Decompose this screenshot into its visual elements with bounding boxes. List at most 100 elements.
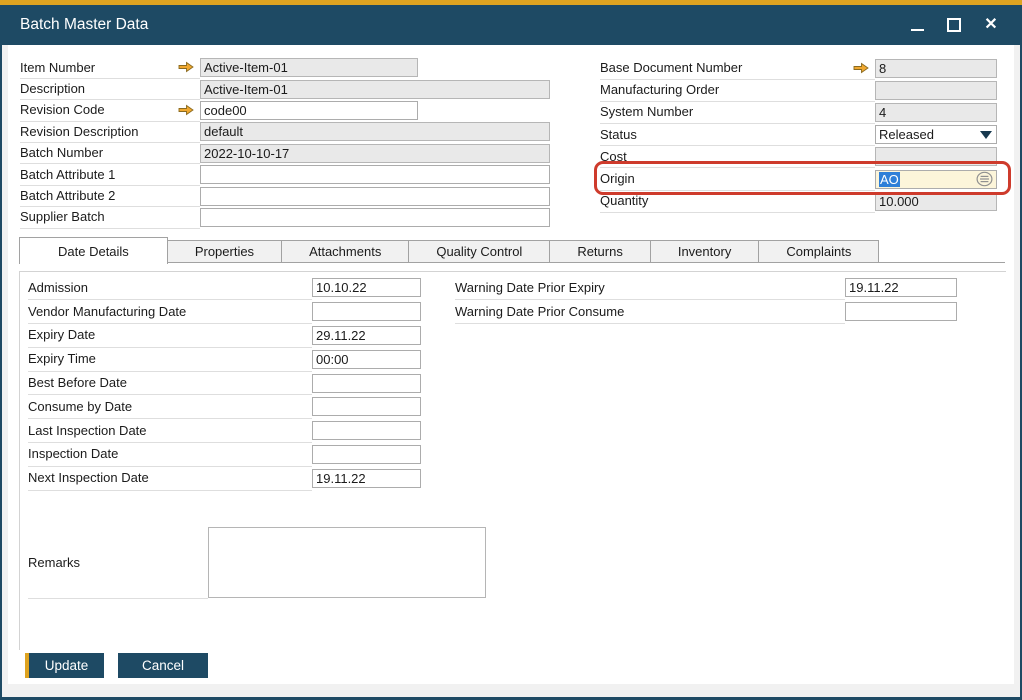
tab-complaints[interactable]: Complaints xyxy=(758,240,880,263)
batch-number-field: 2022-10-10-17 xyxy=(200,143,550,163)
base-document-number-field: 8 xyxy=(875,58,997,78)
item-number-field: Active-Item-01 xyxy=(200,58,418,78)
field-value: Active-Item-01 xyxy=(204,81,288,97)
field-label-text: Batch Attribute 2 xyxy=(20,188,116,204)
maximize-icon xyxy=(947,18,961,32)
remarks-textarea[interactable] xyxy=(208,527,486,598)
window-status-strip xyxy=(2,683,1020,697)
best-before-date-label: Best Before Date xyxy=(28,371,312,396)
update-button[interactable]: Update xyxy=(25,653,104,678)
tab-properties[interactable]: Properties xyxy=(166,240,283,263)
dropdown-caret-icon[interactable] xyxy=(980,130,992,139)
consume-by-date-field[interactable] xyxy=(312,397,421,417)
link-arrow-icon[interactable] xyxy=(853,62,869,73)
revision-code-label: Revision Code xyxy=(20,99,200,122)
batch-attribute-2-label: Batch Attribute 2 xyxy=(20,185,200,208)
field-row-item-number: Item Number Active-Item-01 xyxy=(20,57,550,79)
window-controls: ✕ xyxy=(908,16,1000,34)
origin-label: Origin xyxy=(600,167,875,191)
field-value: Active-Item-01 xyxy=(204,60,288,76)
close-icon: ✕ xyxy=(984,16,998,33)
last-inspection-date-field[interactable] xyxy=(312,421,421,441)
header-fields-left-column: Item Number Active-Item-01 Description Acti… xyxy=(20,57,550,229)
supplier-batch-label: Supplier Batch xyxy=(20,206,200,229)
admission-field[interactable]: 10.10.22 xyxy=(312,278,421,298)
date-details-right-column: Warning Date Prior Expiry 19.11.22 Warning… xyxy=(455,276,957,325)
field-row-system-number: System Number 4 xyxy=(600,101,997,125)
footer-buttons: Update Cancel xyxy=(25,653,208,678)
expiry-time-field[interactable]: 00:00 xyxy=(312,349,421,369)
field-label-text: Description xyxy=(20,81,86,97)
cost-field xyxy=(875,147,997,167)
link-arrow-icon[interactable] xyxy=(178,104,194,116)
inspection-date-field[interactable] xyxy=(312,444,421,464)
tab-inventory[interactable]: Inventory xyxy=(649,240,760,263)
revision-description-label: Revision Description xyxy=(20,121,200,144)
vendor-manufacturing-date-label: Vendor Manufacturing Date xyxy=(28,299,312,325)
tab-attachments[interactable]: Attachments xyxy=(281,240,410,263)
field-row-batch-attribute-1: Batch Attribute 1 xyxy=(20,164,550,186)
best-before-date-field[interactable] xyxy=(312,373,421,393)
warning-date-prior-consume-field[interactable] xyxy=(845,302,957,322)
remarks-row: Remarks xyxy=(28,527,486,599)
inspection-date-label: Inspection Date xyxy=(28,442,312,467)
tab-strip: Date Details Properties Attachments Quality… xyxy=(19,237,880,264)
selected-text: AO xyxy=(879,171,900,187)
field-row-manufacturing-order: Manufacturing Order xyxy=(600,79,997,102)
field-label-text: Admission xyxy=(28,279,88,295)
field-row-warning-date-prior-expiry: Warning Date Prior Expiry 19.11.22 xyxy=(455,276,957,301)
revision-code-field[interactable]: code00 xyxy=(200,100,418,120)
batch-number-label: Batch Number xyxy=(20,142,200,165)
field-value: 29.11.22 xyxy=(316,327,366,343)
field-label-text: Expiry Date xyxy=(28,327,96,343)
header-fields-right-column: Base Document Number 8 Manufacturing Order… xyxy=(600,57,997,213)
system-number-field: 4 xyxy=(875,102,997,122)
consume-by-date-label: Consume by Date xyxy=(28,394,312,420)
expiry-date-field[interactable]: 29.11.22 xyxy=(312,325,421,345)
field-label-text: Consume by Date xyxy=(28,398,133,414)
field-row-revision-description: Revision Description default xyxy=(20,121,550,144)
field-value: 19.11.22 xyxy=(849,280,899,296)
warning-date-prior-expiry-field[interactable]: 19.11.22 xyxy=(845,278,957,298)
title-bar: Batch Master Data ✕ xyxy=(0,5,1022,45)
field-label-text: Revision Code xyxy=(20,102,105,118)
next-inspection-date-field[interactable]: 19.11.22 xyxy=(312,468,421,488)
link-arrow-icon[interactable] xyxy=(178,61,194,73)
close-button[interactable]: ✕ xyxy=(982,16,1000,34)
field-row-supplier-batch: Supplier Batch xyxy=(20,206,550,229)
status-label: Status xyxy=(600,123,875,147)
field-label-text: Base Document Number xyxy=(600,60,743,76)
tab-quality-control[interactable]: Quality Control xyxy=(408,240,551,263)
field-value: code00 xyxy=(204,102,247,118)
field-value: 19.11.22 xyxy=(316,470,366,486)
supplier-batch-field[interactable] xyxy=(200,207,550,227)
field-row-next-inspection-date: Next Inspection Date 19.11.22 xyxy=(28,466,421,491)
expiry-date-label: Expiry Date xyxy=(28,323,312,348)
field-row-cost: Cost xyxy=(600,146,997,169)
window-frame-right xyxy=(1014,45,1020,697)
vendor-manufacturing-date-field[interactable] xyxy=(312,302,421,322)
last-inspection-date-label: Last Inspection Date xyxy=(28,418,312,444)
manufacturing-order-label: Manufacturing Order xyxy=(600,79,875,102)
batch-attribute-2-field[interactable] xyxy=(200,186,550,206)
origin-field[interactable]: AO xyxy=(875,169,997,189)
maximize-button[interactable] xyxy=(945,16,963,34)
choose-from-list-icon[interactable] xyxy=(976,171,993,187)
cancel-button[interactable]: Cancel xyxy=(118,653,208,678)
tab-returns[interactable]: Returns xyxy=(549,240,651,263)
field-label-text: Origin xyxy=(600,171,635,187)
field-row-base-document-number: Base Document Number 8 xyxy=(600,57,997,80)
field-label-text: Cost xyxy=(600,148,627,164)
warning-date-prior-consume-label: Warning Date Prior Consume xyxy=(455,299,845,325)
tab-date-details[interactable]: Date Details xyxy=(19,237,168,264)
field-row-consume-by-date: Consume by Date xyxy=(28,394,421,420)
status-field[interactable]: Released xyxy=(875,125,997,145)
field-label-text: Last Inspection Date xyxy=(28,422,147,438)
field-label-text: System Number xyxy=(600,104,694,120)
minimize-button[interactable] xyxy=(908,16,926,34)
quantity-label: Quantity xyxy=(600,190,875,213)
field-value: 00:00 xyxy=(316,351,349,367)
batch-attribute-1-field[interactable] xyxy=(200,165,550,185)
field-value: Released xyxy=(879,127,934,143)
